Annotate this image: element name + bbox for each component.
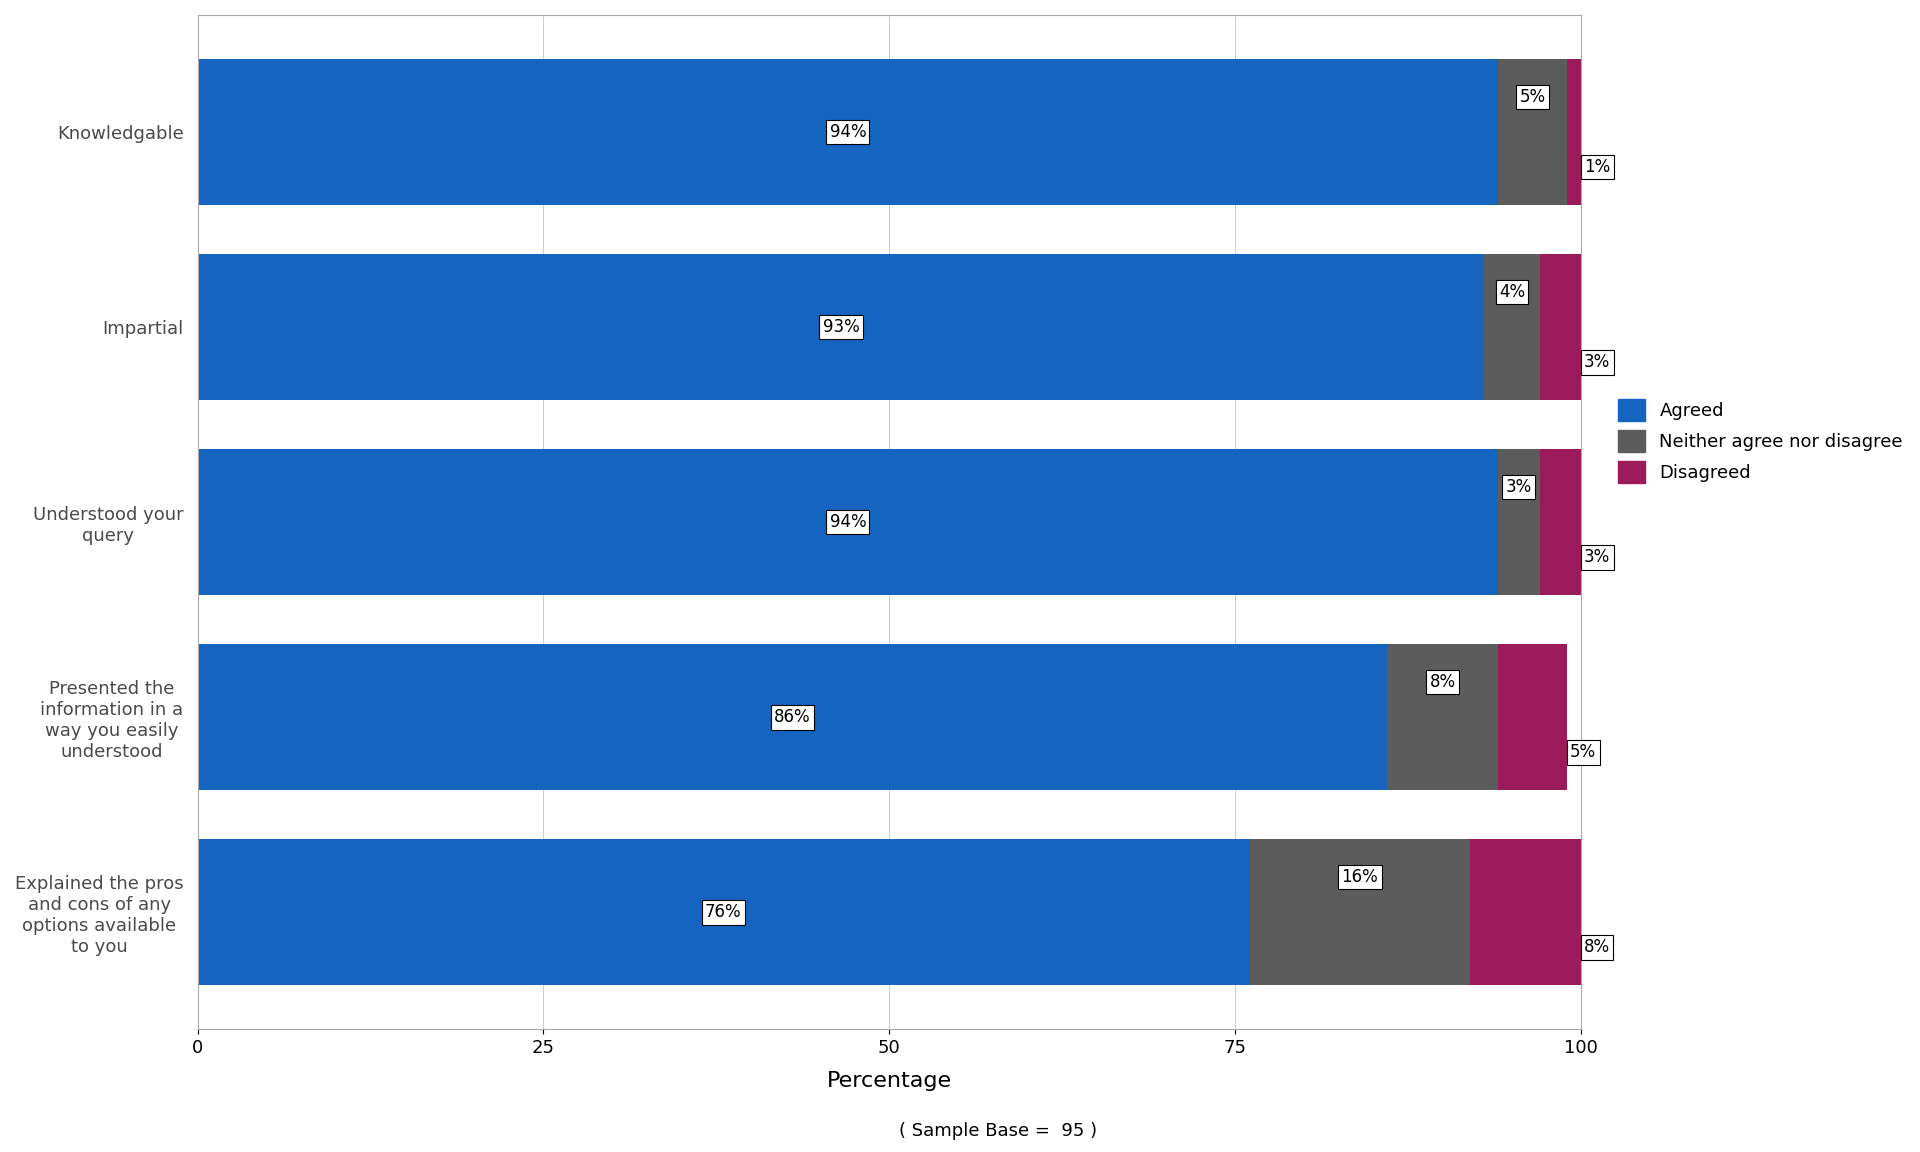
Text: 86%: 86% (774, 708, 810, 726)
Bar (198, 253, 1484, 400)
Text: 3%: 3% (1505, 478, 1532, 497)
Bar (1250, 839, 1471, 985)
Text: 93%: 93% (822, 318, 860, 336)
Text: 5%: 5% (1521, 88, 1546, 106)
Bar (1540, 449, 1582, 596)
Bar (1471, 839, 1582, 985)
Text: 76%: 76% (705, 903, 741, 922)
Bar (198, 644, 1388, 790)
Text: 5%: 5% (1571, 743, 1596, 761)
Text: 8%: 8% (1584, 939, 1611, 956)
Text: ( Sample Base =  95 ): ( Sample Base = 95 ) (899, 1122, 1098, 1140)
Text: 94%: 94% (829, 123, 866, 141)
Bar (1498, 59, 1567, 205)
Legend: Agreed, Neither agree nor disagree, Disagreed: Agreed, Neither agree nor disagree, Disa… (1619, 399, 1903, 483)
Bar (198, 449, 1498, 596)
Bar (1567, 59, 1582, 205)
Text: 94%: 94% (829, 513, 866, 531)
Bar (1388, 644, 1498, 790)
Bar (198, 59, 1498, 205)
Bar (198, 839, 1250, 985)
Text: 3%: 3% (1584, 548, 1611, 567)
Bar (1484, 253, 1540, 400)
X-axis label: Percentage: Percentage (828, 1071, 952, 1091)
Text: 8%: 8% (1430, 673, 1455, 691)
Text: 4%: 4% (1500, 283, 1524, 301)
Bar (1498, 644, 1567, 790)
Text: 3%: 3% (1584, 354, 1611, 371)
Text: 16%: 16% (1342, 869, 1379, 886)
Bar (1498, 449, 1540, 596)
Text: 1%: 1% (1584, 158, 1611, 176)
Bar (1540, 253, 1582, 400)
